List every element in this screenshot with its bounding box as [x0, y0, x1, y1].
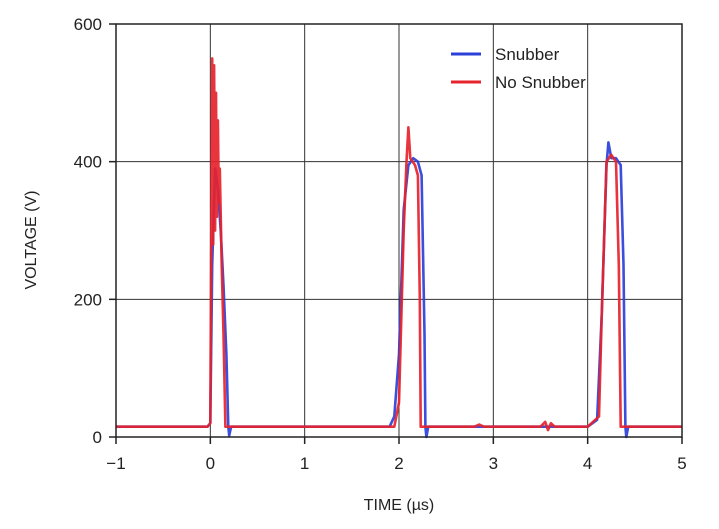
series-line-no-snubber: [116, 57, 682, 432]
y-tick-label: 0: [93, 428, 102, 447]
x-tick-label: 2: [394, 454, 403, 473]
x-tick-label: 4: [583, 454, 592, 473]
x-tick-labels: −1 0 1 2 3 4 5: [106, 454, 686, 473]
y-tick-label: 200: [74, 290, 102, 309]
x-tick-label: 0: [206, 454, 215, 473]
x-tick-label: 1: [300, 454, 309, 473]
y-axis-title: VOLTAGE (V): [23, 191, 40, 290]
legend: Snubber No Snubber: [451, 45, 586, 92]
x-tick-label: −1: [106, 454, 125, 473]
y-tick-label: 400: [74, 153, 102, 172]
x-axis-title: TIME (µs): [364, 497, 435, 514]
legend-label-snubber: Snubber: [495, 45, 560, 64]
legend-label-no-snubber: No Snubber: [495, 73, 586, 92]
series-lines: [116, 57, 682, 439]
y-tick-label: 600: [74, 15, 102, 34]
x-tick-label: 5: [677, 454, 686, 473]
x-tick-label: 3: [489, 454, 498, 473]
plot-frame: [115, 23, 683, 438]
y-tick-labels: 0 200 400 600: [74, 15, 102, 447]
